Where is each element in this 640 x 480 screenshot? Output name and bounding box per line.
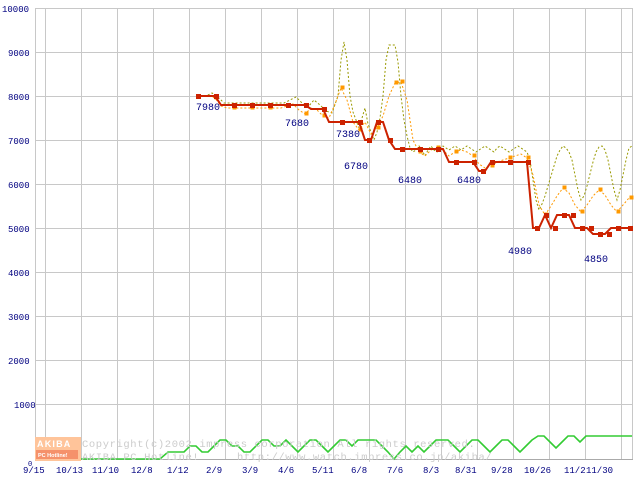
data-label: 4980 (508, 247, 532, 258)
y-tick-label: 4000 (8, 269, 30, 279)
watermark-credit: Copyright(c)2002 impress corporation All… (82, 439, 492, 464)
data-label: 6480 (457, 176, 481, 187)
x-axis-labels: 9/15 10/13 11/10 12/8 1/12 2/9 3/9 4/6 5… (23, 466, 613, 476)
site-url-text: http://www.watch.impress.co.jp/akiba/ (237, 452, 492, 464)
x-tick-label: 11/2 (564, 466, 586, 476)
x-tick-label: 6/8 (351, 466, 367, 476)
y-tick-label: 8000 (8, 93, 30, 103)
x-tick-label: 4/6 (278, 466, 294, 476)
data-label: 7680 (285, 119, 309, 130)
series-shop-count (36, 435, 632, 461)
x-tick-label: 5/11 (312, 466, 334, 476)
data-label: 6480 (398, 176, 422, 187)
x-tick-label: 10/13 (56, 466, 83, 476)
y-tick-label: 9000 (8, 49, 30, 59)
x-tick-label: 7/6 (387, 466, 403, 476)
data-label: 6780 (344, 162, 368, 173)
y-tick-label: 10000 (2, 5, 29, 15)
site-name-text: AKIBA PC Hotline! (82, 452, 199, 464)
y-tick-label: 6000 (8, 181, 30, 191)
x-tick-label: 9/28 (491, 466, 513, 476)
data-point-labels: 7980 7680 7380 6780 6480 6480 4980 4850 (196, 103, 608, 266)
copyright-text: Copyright(c)2002 impress corporation All… (82, 439, 475, 451)
x-tick-label: 12/8 (131, 466, 153, 476)
series-min-price-markers (196, 94, 633, 237)
data-label: 7380 (336, 130, 360, 141)
x-tick-label: 1/12 (167, 466, 189, 476)
y-tick-label-zero: 0 (28, 461, 32, 469)
x-tick-label: 8/31 (455, 466, 477, 476)
x-tick-label: 3/9 (242, 466, 258, 476)
series-max-price (200, 41, 633, 212)
x-tick-label: 9/15 (23, 466, 45, 476)
akiba-pc-hotline-logo: AKIBA PC Hotline! (35, 437, 81, 461)
x-tick-label: 8/3 (423, 466, 439, 476)
y-tick-label: 2000 (8, 357, 30, 367)
logo-subtitle: PC Hotline! (38, 453, 68, 459)
x-tick-label: 11/30 (586, 466, 613, 476)
logo-subtitle-background (36, 450, 78, 459)
y-axis-labels: 10000 9000 8000 7000 6000 5000 4000 3000… (2, 5, 36, 469)
logo-title: AKIBA (37, 439, 72, 449)
y-tick-label: 1000 (14, 401, 36, 411)
x-tick-label: 11/10 (92, 466, 119, 476)
x-tick-label: 2/9 (206, 466, 222, 476)
y-tick-label: 3000 (8, 313, 30, 323)
data-label: 7980 (196, 103, 220, 114)
x-gridlines (35, 8, 633, 460)
data-label: 4850 (584, 255, 608, 266)
y-tick-label: 5000 (8, 225, 30, 235)
y-tick-label: 7000 (8, 137, 30, 147)
x-tick-label: 10/26 (524, 466, 551, 476)
